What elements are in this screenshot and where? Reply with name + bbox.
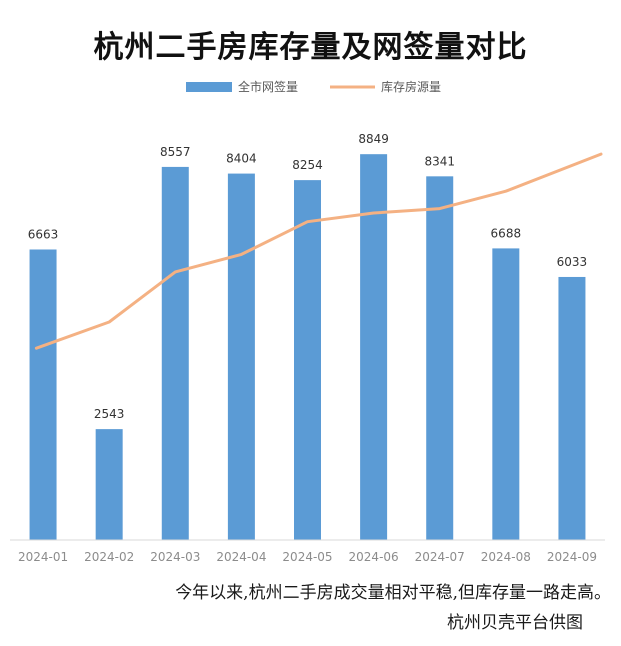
value-label-2024-04: 8404: [226, 152, 257, 166]
value-label-2024-07: 8341: [424, 154, 455, 168]
bar-2024-02: [95, 429, 123, 540]
bar-2024-06: [360, 154, 388, 540]
value-label-2024-08: 6688: [491, 226, 522, 240]
caption: 今年以来,杭州二手房成交量相对平稳,但库存量一路走高。: [175, 583, 611, 603]
x-tick-2024-07: 2024-07: [415, 550, 465, 564]
x-axis-ticks: 2024-01 2024-02 2024-03 2024-04 2024-05 2024-…: [18, 550, 597, 564]
value-label-2024-05: 8254: [292, 158, 323, 172]
line-库存房源量: [34, 152, 603, 350]
bar-2024-01: [29, 249, 57, 540]
x-tick-2024-05: 2024-05: [282, 550, 332, 564]
value-label-2024-03: 8557: [160, 145, 191, 159]
x-tick-2024-09: 2024-09: [547, 550, 597, 564]
chart-title: 杭州二手房库存量及网签量对比: [93, 30, 528, 65]
x-tick-2024-04: 2024-04: [216, 550, 266, 564]
bar-2024-09: [558, 276, 586, 540]
value-label-2024-01: 6663: [28, 227, 59, 241]
x-tick-2024-06: 2024-06: [349, 550, 399, 564]
x-tick-2024-08: 2024-08: [481, 550, 531, 564]
bar-2024-04: [227, 173, 255, 540]
bar-2024-05: [294, 180, 321, 540]
x-tick-2024-02: 2024-02: [84, 550, 134, 564]
x-tick-2024-03: 2024-03: [150, 550, 200, 564]
value-label-2024-02: 2543: [94, 407, 125, 421]
value-labels: 6663 2543 8557 8404 8254 8849 8341 6688 6033: [28, 132, 587, 421]
legend-swatch-bar: [186, 82, 232, 92]
bar-2024-07: [426, 176, 454, 540]
x-tick-2024-01: 2024-01: [18, 550, 68, 564]
line-series: [34, 152, 603, 350]
legend: 全市网签量 库存房源量: [186, 79, 441, 94]
legend-label-line: 库存房源量: [381, 79, 441, 94]
bar-series: [29, 154, 586, 540]
legend-label-bar: 全市网签量: [238, 79, 298, 94]
value-label-2024-09: 6033: [557, 255, 588, 269]
value-label-2024-06: 8849: [358, 132, 389, 146]
photo-credit: 杭州贝壳平台供图: [447, 613, 583, 633]
bar-2024-08: [492, 248, 520, 540]
bar-2024-03: [161, 166, 189, 540]
